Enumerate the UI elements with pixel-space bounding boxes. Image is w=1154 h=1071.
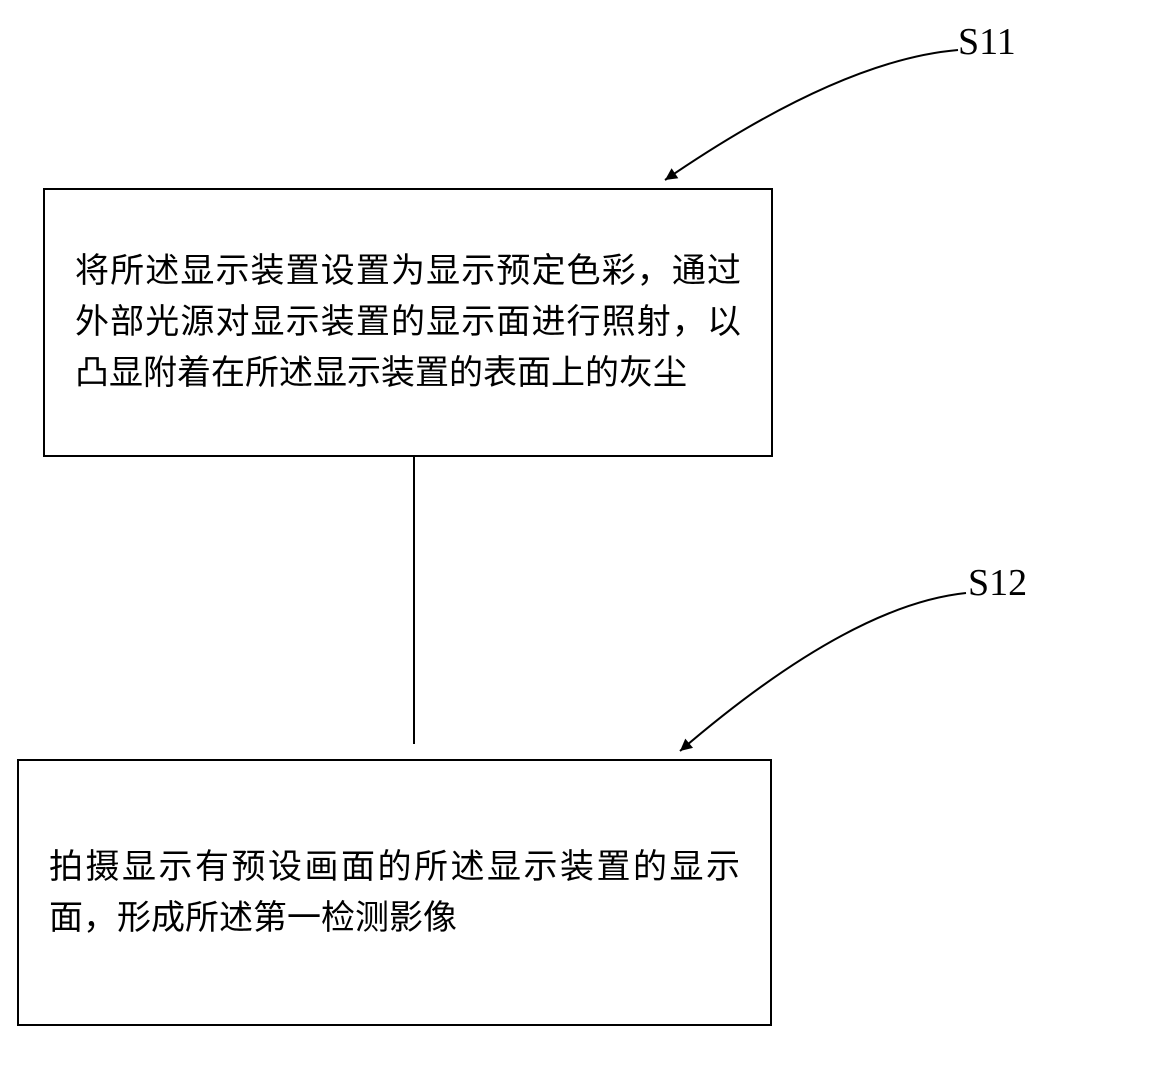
label-arrow-s12 bbox=[0, 0, 1154, 1071]
